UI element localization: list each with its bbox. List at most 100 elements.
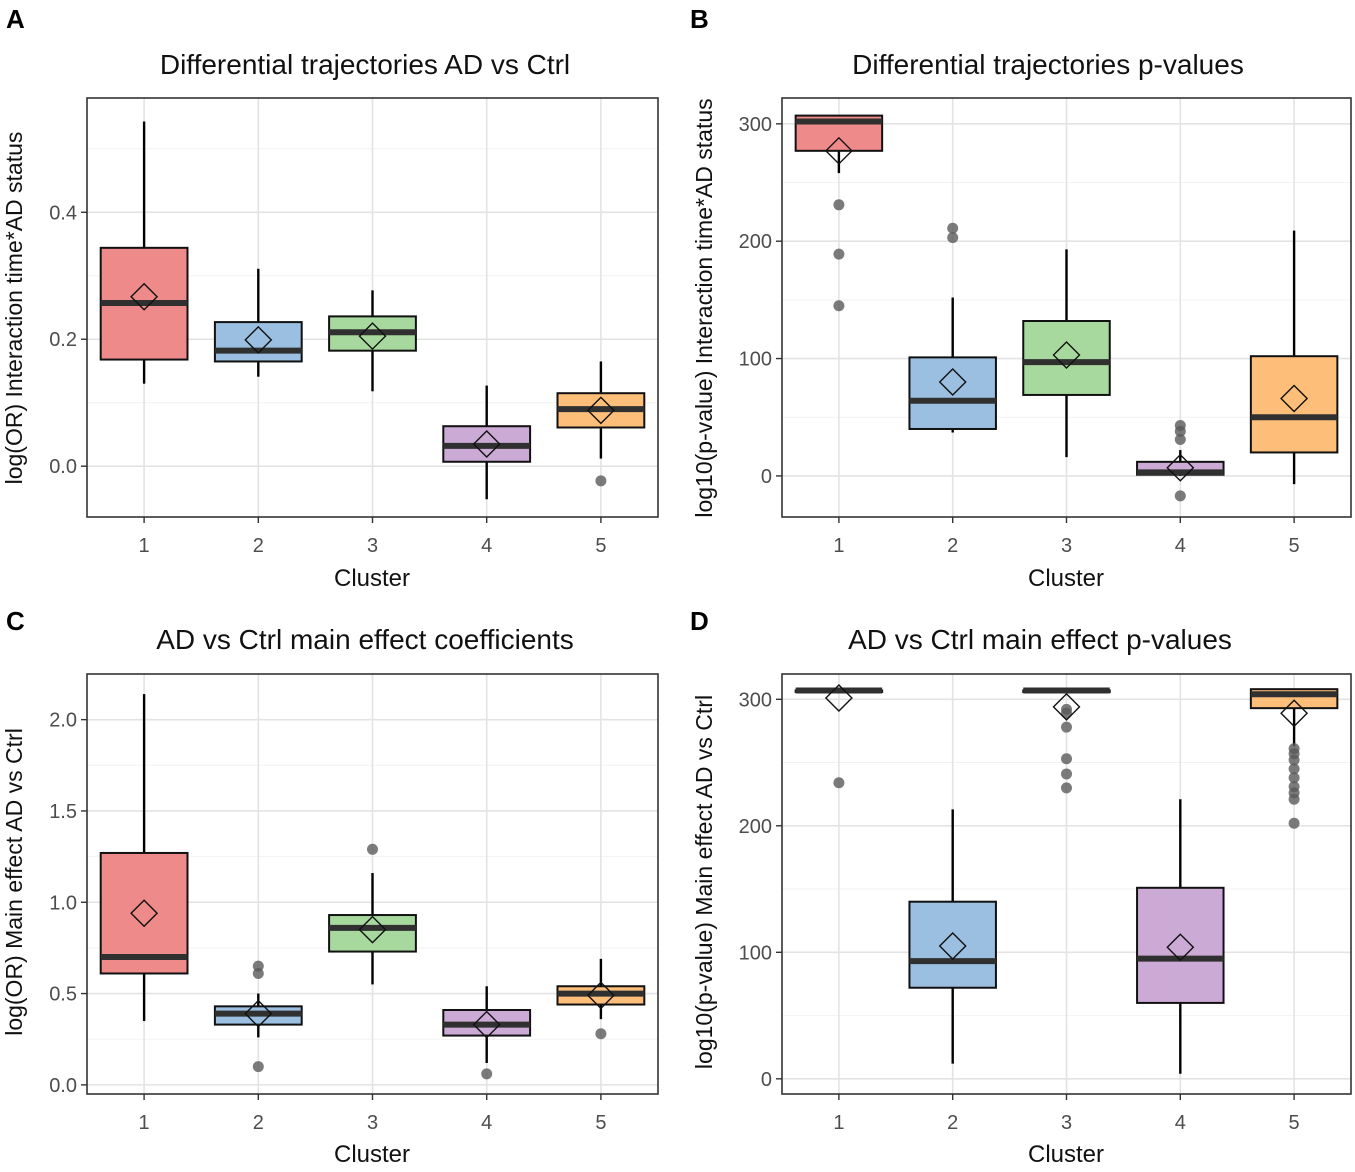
panel-c-x-axis-label: Cluster xyxy=(334,1141,410,1167)
panel-c-box-cluster-3 xyxy=(328,843,417,985)
panel-a-y-tick-label: 0.0 xyxy=(49,456,77,478)
outlier-point xyxy=(833,300,845,312)
panel-b-frame xyxy=(781,97,1352,518)
outlier-point xyxy=(252,1061,264,1073)
panel-c-x-tick-label: 3 xyxy=(367,1112,378,1134)
panel-b-x-tick-label: 5 xyxy=(1289,535,1300,557)
panel-a-x-axis-label: Cluster xyxy=(334,565,410,592)
outlier-point xyxy=(947,232,959,244)
panel-letter-a: A xyxy=(6,4,25,34)
panel-d-box-cluster-5 xyxy=(1249,688,1339,829)
outlier-point xyxy=(595,475,607,487)
panel-b-y-tick-label: 100 xyxy=(739,349,772,371)
panel-a-x-tick-label: 2 xyxy=(253,535,264,557)
outlier-point xyxy=(1174,434,1186,446)
panel-c-x-tick-label: 1 xyxy=(139,1112,150,1134)
panel-d-x-tick-label: 4 xyxy=(1175,1112,1186,1134)
iqr-box xyxy=(908,900,997,989)
panel-d-x-tick-label: 5 xyxy=(1289,1112,1300,1134)
mean-marker xyxy=(472,1010,501,1039)
panel-a-title: Differential trajectories AD vs Ctrl xyxy=(160,49,570,80)
outlier-point xyxy=(833,248,845,260)
panel-c-box-cluster-1 xyxy=(99,694,189,1021)
iqr-box xyxy=(1022,319,1111,396)
mean-marker xyxy=(472,430,501,458)
panel-b-y-tick-label: 0 xyxy=(761,466,772,488)
panel-c-plot-area: 0.0 0.5 1.0 1.5 2.0 1 2 3 4 5 xyxy=(49,673,659,1134)
panel-a-x-tick-label: 1 xyxy=(139,535,150,557)
outlier-point xyxy=(1288,763,1300,775)
panel-b-y-axis-label: log10(p-value) Interaction time*AD statu… xyxy=(691,98,717,517)
panel-a-x-tick-label: 4 xyxy=(481,535,492,557)
panel-c-x-tick-label: 2 xyxy=(253,1112,264,1134)
panel-b: B Differential trajectories p-values log… xyxy=(690,4,1352,592)
panel-b-box-cluster-3 xyxy=(1022,249,1111,458)
mean-marker xyxy=(358,322,387,351)
panel-c-y-tick-label: 0.0 xyxy=(49,1075,77,1097)
panel-a-x-tick-label: 3 xyxy=(367,535,378,557)
panel-b-y-tick-label: 200 xyxy=(739,231,772,253)
panel-b-x-tick-label: 3 xyxy=(1061,535,1072,557)
outlier-point xyxy=(833,777,845,789)
panel-d-box-cluster-1 xyxy=(794,684,884,789)
outlier-point xyxy=(1061,768,1072,780)
outlier-point xyxy=(481,1068,493,1080)
panel-c-box-cluster-4 xyxy=(442,986,532,1080)
panel-d-plot-area: 0 100 200 300 1 2 3 4 5 xyxy=(739,673,1352,1134)
panel-c-y-tick-label: 2.0 xyxy=(49,710,77,732)
mean-marker xyxy=(244,325,273,354)
panel-b-x-axis-label: Cluster xyxy=(1028,565,1104,592)
panel-d-frame xyxy=(781,673,1352,1095)
panel-a-box-cluster-3 xyxy=(328,290,417,392)
outlier-point xyxy=(1061,753,1072,765)
panel-a-box-cluster-2 xyxy=(213,268,303,377)
panel-d-x-axis-label: Cluster xyxy=(1028,1141,1104,1167)
panel-d-x-tick-label: 1 xyxy=(833,1112,844,1134)
mean-marker xyxy=(938,368,967,397)
panel-letter-c: C xyxy=(6,606,25,636)
panel-a-box-cluster-5 xyxy=(556,361,646,487)
panel-c-y-tick-label: 0.5 xyxy=(49,984,77,1006)
panel-d-y-tick-label: 300 xyxy=(739,689,772,711)
mean-marker xyxy=(586,396,615,425)
panel-c-x-tick-label: 5 xyxy=(595,1112,606,1134)
panel-b-plot-area: 0 100 200 300 1 2 3 4 5 xyxy=(739,97,1352,557)
outlier-point xyxy=(367,843,378,855)
panel-a: A Differential trajectories AD vs Ctrl l… xyxy=(1,4,659,592)
iqr-box xyxy=(213,321,303,363)
iqr-box xyxy=(328,914,417,953)
panel-c-title: AD vs Ctrl main effect coefficients xyxy=(156,624,574,655)
outlier-point xyxy=(833,199,845,211)
outlier-point xyxy=(947,222,959,234)
mean-marker xyxy=(938,931,967,960)
panel-a-plot-area: 0.0 0.2 0.4 1 2 3 4 5 xyxy=(49,97,659,557)
outlier-point xyxy=(1061,721,1072,733)
panel-a-y-axis-label: log(OR) Interaction time*AD status xyxy=(1,132,27,485)
outlier-point xyxy=(1288,793,1300,805)
panel-b-x-tick-label: 4 xyxy=(1175,535,1186,557)
mean-marker xyxy=(1052,692,1081,721)
mean-marker xyxy=(1280,384,1309,413)
panel-c-y-tick-label: 1.0 xyxy=(49,892,77,914)
panel-c-x-tick-label: 4 xyxy=(481,1112,492,1134)
mean-marker xyxy=(244,999,273,1028)
panel-a-box-cluster-1 xyxy=(99,121,189,384)
panel-d-x-tick-label: 2 xyxy=(947,1112,958,1134)
outlier-point xyxy=(1174,490,1186,502)
panel-c-y-axis-label: log(OR) Main effect AD vs Ctrl xyxy=(1,728,27,1036)
panel-c-box-cluster-5 xyxy=(556,958,646,1040)
panel-d-y-tick-label: 100 xyxy=(739,942,772,964)
outlier-point xyxy=(1174,425,1186,437)
outlier-point xyxy=(1288,817,1300,829)
panel-d-box-cluster-3 xyxy=(1022,687,1111,794)
panel-d-box-cluster-4 xyxy=(1136,799,1225,1074)
outlier-point xyxy=(1288,772,1300,784)
outlier-point xyxy=(252,967,264,979)
panel-a-y-tick-label: 0.4 xyxy=(49,202,77,224)
mean-marker xyxy=(1166,453,1195,482)
panel-b-x-tick-label: 1 xyxy=(833,535,844,557)
panel-b-title: Differential trajectories p-values xyxy=(852,49,1244,80)
panel-c: C AD vs Ctrl main effect coefficients lo… xyxy=(1,606,659,1168)
mean-marker xyxy=(824,136,853,165)
outlier-point xyxy=(1288,754,1300,766)
